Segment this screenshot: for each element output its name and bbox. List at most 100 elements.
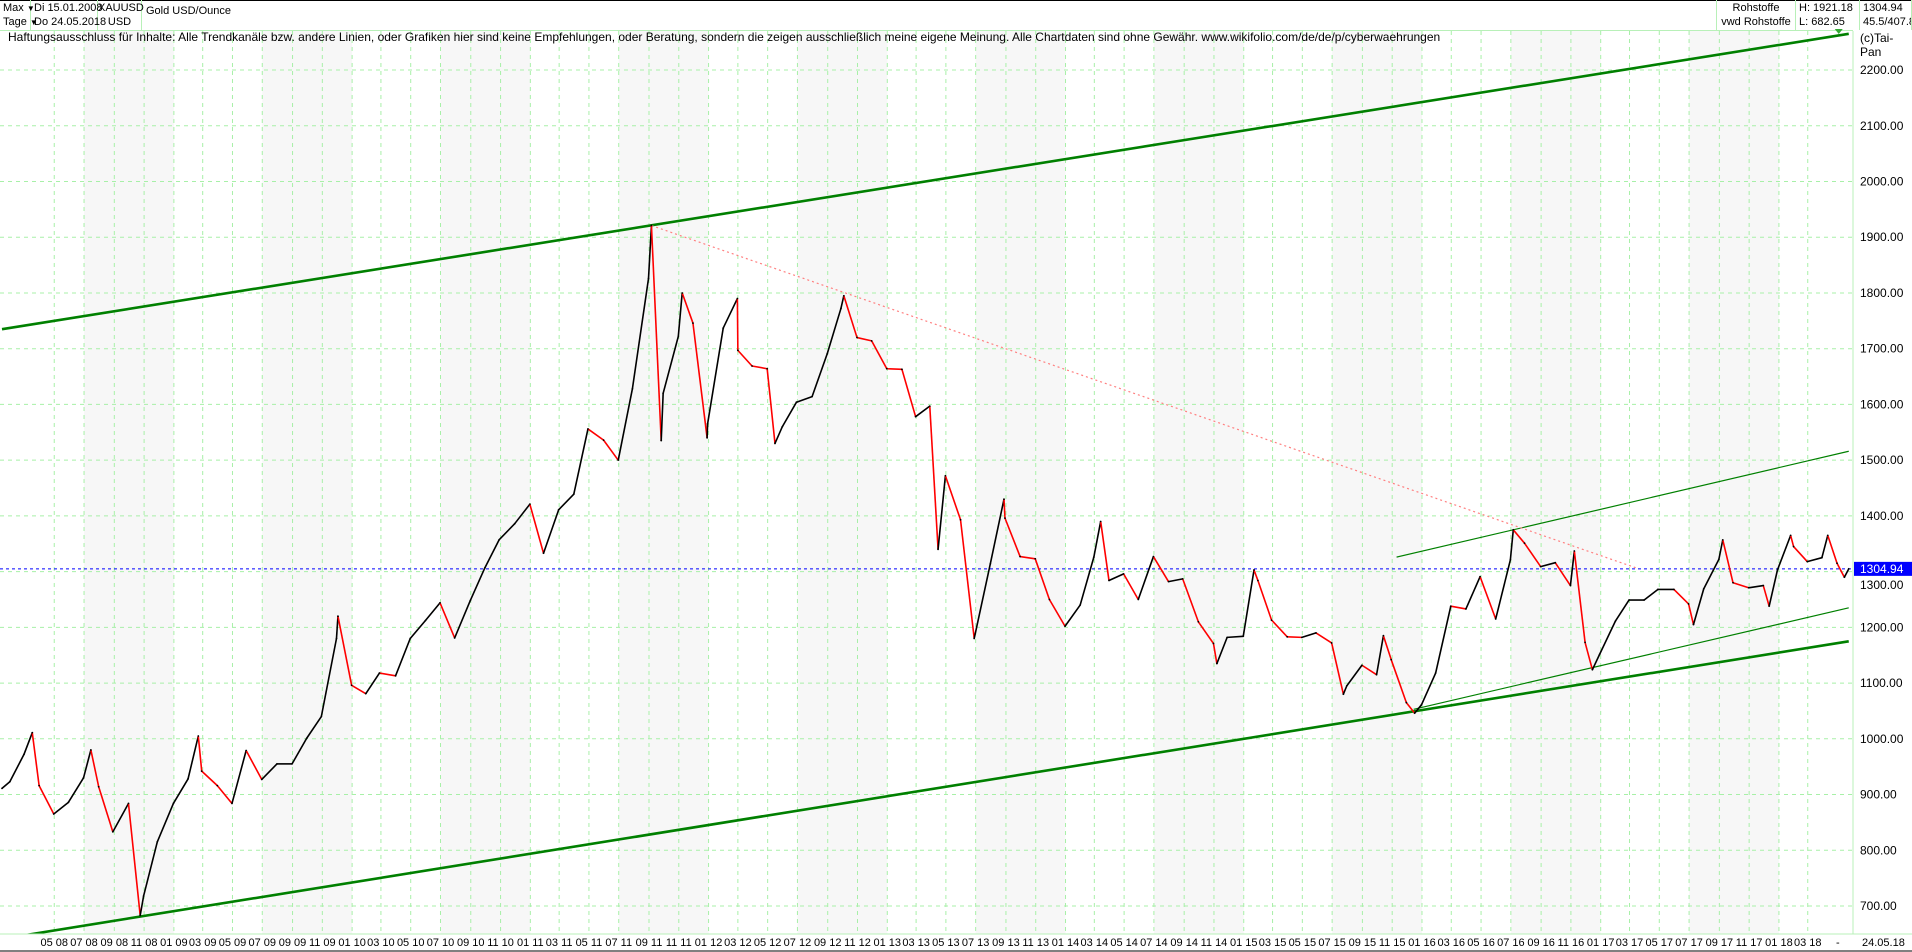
price-point: [305, 737, 308, 740]
price-point: [1692, 623, 1695, 626]
price-point: [839, 307, 842, 310]
price-point: [1614, 620, 1617, 623]
price-point: [1099, 520, 1102, 523]
price-segment: [1257, 580, 1273, 621]
price-segment: [1792, 546, 1808, 563]
price-point: [1004, 517, 1006, 520]
price-segment: [973, 563, 992, 639]
price-segment: [1523, 542, 1542, 568]
price-point: [647, 277, 650, 280]
x-tick-label: 05 10: [397, 937, 425, 949]
price-segment: [529, 503, 545, 554]
y-tick-label: 1200.00: [1860, 620, 1904, 634]
range-select[interactable]: Max ▼: [3, 1, 35, 16]
price-segment: [320, 638, 338, 717]
x-tick-label: 05 08: [40, 937, 68, 949]
price-segment: [959, 519, 976, 639]
price-point: [870, 339, 873, 342]
price-segment: [1227, 635, 1244, 639]
y-tick-label: 800.00: [1860, 843, 1897, 857]
interval-select-label: Tage: [3, 16, 27, 28]
x-tick-label: 11 13: [1022, 937, 1049, 949]
x-tick-label: 03 13: [902, 937, 930, 949]
x-tick-label: 07 11: [605, 937, 632, 949]
price-segment: [1554, 562, 1572, 586]
price-point: [1300, 636, 1303, 639]
price-segment: [1315, 632, 1333, 644]
price-point: [1212, 642, 1215, 645]
symbol: XAUUSD: [98, 2, 144, 14]
price-segment: [826, 308, 842, 354]
y-tick-label: 700.00: [1860, 899, 1897, 913]
half-year-band: [262, 31, 353, 934]
price-segment: [1776, 535, 1792, 571]
price-point: [1, 787, 3, 790]
price-segment: [1569, 550, 1576, 586]
price-segment: [1673, 588, 1690, 605]
x-tick-label: 11 08: [131, 937, 158, 949]
x-tick-label: 09 13: [992, 937, 1020, 949]
x-tick-label: 03 09: [189, 937, 217, 949]
price-point: [1789, 534, 1792, 537]
price-point: [1465, 608, 1467, 610]
y-tick-label: 1800.00: [1860, 286, 1904, 300]
price-segment: [1494, 559, 1512, 620]
price-segment: [650, 225, 663, 441]
price-point: [1628, 599, 1630, 601]
date-from[interactable]: Di 15.01.2008: [34, 2, 103, 14]
price-point: [766, 367, 769, 370]
trendline-channel-upper: [1, 32, 1849, 331]
price-point: [826, 352, 829, 355]
price-segment: [1836, 562, 1846, 578]
price-segment: [484, 539, 500, 569]
price-segment: [1270, 619, 1288, 638]
x-tick-label: 05 11: [576, 937, 603, 949]
price-point: [82, 776, 85, 779]
price-point: [751, 365, 753, 367]
price-point: [1286, 635, 1289, 638]
price-point: [1449, 605, 1452, 608]
price-point: [245, 749, 248, 752]
date-to[interactable]: Do 24.05.2018: [34, 16, 107, 28]
y-tick-label: 1300.00: [1860, 578, 1904, 592]
price-segment: [928, 406, 939, 550]
price-segment: [1748, 584, 1764, 589]
price-point: [901, 368, 903, 371]
price-point: [453, 637, 456, 639]
trendline-channel-lower: [24, 639, 1849, 934]
header-dates-cell: Di 15.01.2008 Do 24.05.2018: [31, 0, 106, 30]
interval-select[interactable]: Tage ▼: [3, 15, 38, 30]
price-segment: [1692, 588, 1705, 625]
price-segment: [587, 428, 605, 441]
y-tick-label: 1500.00: [1860, 453, 1904, 467]
x-tick-label: 09 15: [1349, 937, 1377, 949]
price-segment: [781, 401, 798, 428]
price-point: [1390, 658, 1393, 661]
x-tick-label: 09 17: [1706, 937, 1734, 949]
header-hilo-cell: H: 1921.18 L: 682.65: [1796, 0, 1860, 30]
price-point: [774, 442, 776, 445]
half-year-band: [1689, 31, 1779, 934]
x-tick-label: 03 12: [724, 937, 752, 949]
price-segment: [1168, 578, 1183, 583]
x-tick-label: 01 14: [1052, 937, 1080, 949]
x-tick-label: 03 15: [1259, 937, 1287, 949]
price-point: [378, 672, 381, 674]
price-segment: [1346, 664, 1363, 687]
price-point: [587, 428, 589, 430]
price-segment: [1598, 620, 1617, 655]
dropdown-arrow-icon: ▼: [29, 18, 38, 27]
x-tick-label: 01 13: [874, 937, 902, 949]
price-segment: [886, 367, 902, 371]
price-segment: [1064, 604, 1081, 627]
price-point: [706, 436, 709, 439]
price-segment: [722, 298, 739, 329]
x-tick-label: 09 14: [1170, 937, 1198, 949]
price-point: [1019, 555, 1022, 558]
price-point: [52, 813, 55, 815]
price-segment: [751, 365, 768, 370]
price-segment: [67, 777, 85, 803]
price-segment: [662, 336, 680, 394]
price-segment: [1382, 635, 1392, 660]
